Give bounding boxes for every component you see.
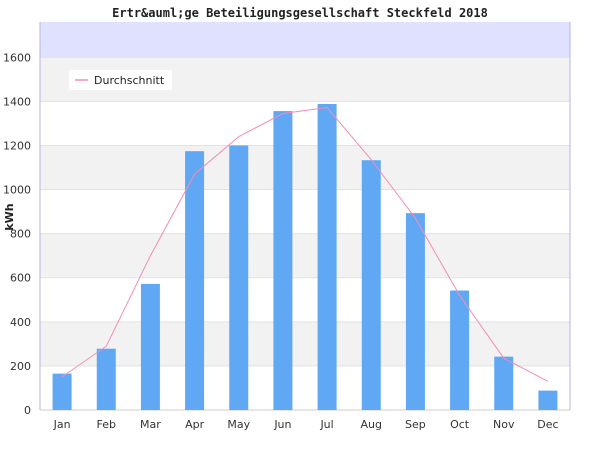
x-tick-label: Dec bbox=[537, 418, 558, 431]
bar-jun bbox=[273, 111, 293, 411]
y-tick-label: 200 bbox=[10, 360, 31, 373]
legend-box bbox=[69, 70, 172, 90]
y-tick-label: 400 bbox=[10, 316, 31, 329]
bar-dec bbox=[538, 390, 558, 410]
y-tick-label: 1600 bbox=[3, 51, 31, 64]
bar-jul bbox=[317, 104, 337, 410]
grid-band bbox=[40, 101, 570, 146]
chart-title: Ertr&auml;ge Beteiligungsgesellschaft St… bbox=[112, 6, 488, 20]
x-axis-ticks: Jan Feb Mar Apr May Jun Jul Aug Sep Oct Nov Dec bbox=[53, 418, 559, 431]
grid-band bbox=[40, 145, 570, 190]
x-tick-label: Oct bbox=[450, 418, 470, 431]
x-tick-label: Nov bbox=[493, 418, 515, 431]
x-tick-label: Aug bbox=[361, 418, 382, 431]
x-tick-label: Jul bbox=[319, 418, 333, 431]
grid-band bbox=[40, 189, 570, 234]
x-tick-label: Jun bbox=[273, 418, 291, 431]
bars bbox=[52, 104, 558, 411]
bar-nov bbox=[494, 356, 514, 410]
bar-aug bbox=[361, 160, 381, 410]
grid-band bbox=[40, 321, 570, 366]
x-tick-label: Feb bbox=[97, 418, 116, 431]
x-tick-label: Mar bbox=[140, 418, 161, 431]
x-tick-label: Apr bbox=[185, 418, 205, 431]
x-tick-label: Sep bbox=[405, 418, 426, 431]
x-tick-label: Jan bbox=[53, 418, 71, 431]
bar-apr bbox=[185, 151, 205, 410]
x-tick-label: May bbox=[227, 418, 250, 431]
bar-sep bbox=[405, 213, 425, 410]
grid-band bbox=[40, 365, 570, 410]
bar-mar bbox=[140, 283, 160, 410]
y-tick-label: 0 bbox=[24, 404, 31, 417]
y-tick-label: 1200 bbox=[3, 139, 31, 152]
top-band bbox=[40, 22, 570, 58]
y-tick-label: 1400 bbox=[3, 95, 31, 108]
grid-band bbox=[40, 277, 570, 322]
bar-jan bbox=[52, 373, 72, 410]
legend-label: Durchschnitt bbox=[94, 74, 165, 87]
y-axis-ticks: 0 200 400 600 800 1000 1200 1400 1600 bbox=[3, 51, 31, 417]
y-tick-label: 1000 bbox=[3, 184, 31, 197]
average-line bbox=[61, 106, 549, 382]
legend: Durchschnitt bbox=[69, 70, 172, 90]
bar-may bbox=[229, 145, 249, 411]
y-tick-label: 800 bbox=[10, 228, 31, 241]
y-axis-label: kWh bbox=[3, 203, 16, 230]
average-line-path bbox=[61, 106, 549, 382]
bar-oct bbox=[450, 290, 470, 410]
bar-feb bbox=[96, 348, 116, 410]
grid-band bbox=[40, 233, 570, 278]
y-tick-label: 600 bbox=[10, 272, 31, 285]
